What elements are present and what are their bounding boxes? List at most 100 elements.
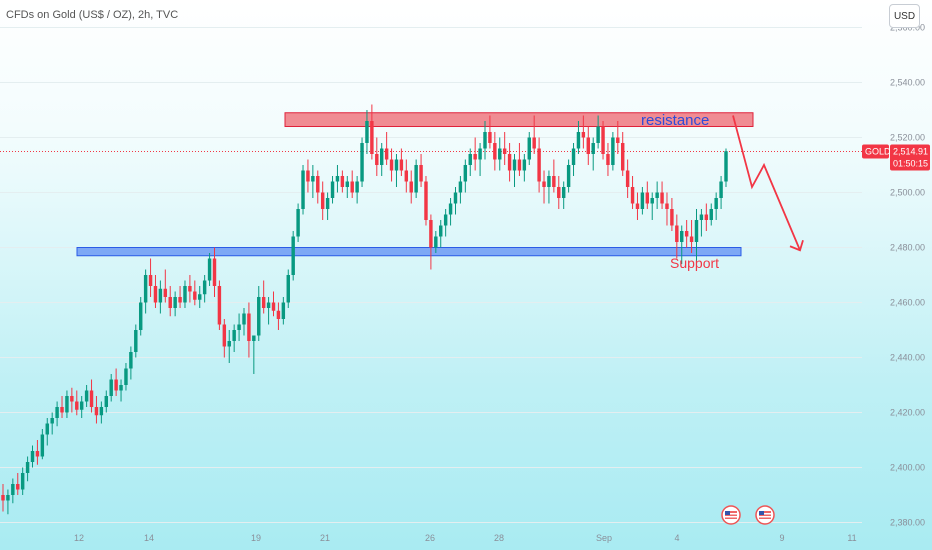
candle (6, 489, 10, 515)
candle (104, 390, 109, 413)
candle (212, 247, 217, 297)
candle (94, 396, 99, 424)
candle (271, 291, 276, 317)
candle (296, 203, 300, 242)
candle (561, 181, 566, 209)
candle (129, 346, 133, 380)
candle (384, 132, 389, 165)
candle (281, 297, 286, 325)
candle (119, 379, 123, 402)
candle (232, 324, 236, 352)
candle (586, 126, 591, 165)
candle (242, 308, 246, 336)
support-zone[interactable] (76, 247, 742, 257)
candle (360, 137, 364, 187)
candle (60, 396, 64, 418)
candle (227, 330, 231, 363)
currency-button[interactable]: USD (889, 4, 920, 28)
x-tick-label: 4 (674, 533, 679, 543)
x-tick-label: 28 (494, 533, 504, 543)
candle (616, 121, 620, 154)
candle (645, 181, 650, 209)
candle (552, 159, 556, 193)
y-tick-label: 2,540.00 (890, 78, 925, 88)
candle (1, 484, 5, 512)
candle (453, 187, 458, 215)
candle (222, 319, 227, 358)
candle (394, 154, 399, 187)
x-tick-label: 12 (74, 533, 84, 543)
y-tick-label: 2,420.00 (890, 408, 925, 418)
candle (709, 203, 713, 226)
candle (670, 198, 674, 231)
candle (217, 280, 222, 330)
us-flag-icon[interactable] (721, 505, 741, 525)
candle (512, 154, 517, 187)
candle (75, 390, 79, 416)
us-flag-icon[interactable] (755, 505, 775, 525)
candle (694, 209, 699, 270)
symbol-title: CFDs on Gold (US$ / OZ), 2h, TVC (6, 9, 179, 21)
x-tick-label: 9 (779, 533, 784, 543)
price-axis[interactable]: 2,380.00 2,400.00 2,420.00 2,440.00 2,460.00… (890, 23, 925, 528)
candle (45, 418, 49, 446)
candle (502, 132, 507, 165)
candle (576, 121, 581, 154)
candle (483, 121, 487, 160)
y-tick-label: 2,500.00 (890, 188, 925, 198)
y-tick-label: 2,460.00 (890, 298, 925, 308)
candle (114, 368, 118, 396)
time-axis[interactable]: 12 14 19 21 26 28 Sep 4 9 11 (74, 533, 857, 543)
candle (571, 143, 576, 176)
candle (207, 253, 212, 286)
candle (547, 170, 551, 204)
x-tick-label: 26 (425, 533, 435, 543)
candle (40, 429, 45, 460)
candle (16, 473, 20, 495)
candle (375, 137, 379, 176)
candle (439, 220, 443, 248)
candle (532, 115, 536, 154)
candle (65, 390, 69, 418)
candle (665, 192, 669, 226)
candle (434, 231, 438, 253)
candle (389, 148, 394, 182)
candle (566, 159, 571, 193)
candle (266, 297, 271, 325)
candle (11, 478, 15, 504)
candle (458, 176, 463, 204)
candle (399, 148, 404, 176)
candle (109, 374, 113, 402)
candle (316, 170, 320, 204)
candle (684, 220, 689, 248)
candle (134, 324, 138, 358)
candle (517, 143, 522, 176)
candle (596, 115, 600, 149)
candle (198, 286, 202, 308)
x-tick-label: 21 (320, 533, 330, 543)
candle (79, 396, 84, 418)
x-tick-label: 11 (847, 533, 856, 543)
candle (468, 148, 472, 176)
candle (350, 170, 354, 198)
candle (276, 302, 281, 330)
candle (493, 132, 497, 171)
economic-events[interactable] (721, 505, 775, 525)
candle (124, 363, 128, 391)
candle (345, 176, 350, 198)
price-badge: GOLD 2,514.91 01:50:15 (862, 144, 930, 171)
candle (404, 159, 409, 193)
candle (325, 192, 330, 220)
candle (611, 132, 615, 171)
candle (178, 286, 182, 308)
candle (163, 269, 168, 303)
candle (25, 456, 30, 482)
resistance-zone[interactable] (284, 112, 754, 127)
candle (655, 181, 659, 209)
candle (630, 176, 635, 209)
candle (463, 159, 468, 193)
candles (1, 104, 728, 515)
candle (542, 170, 546, 204)
